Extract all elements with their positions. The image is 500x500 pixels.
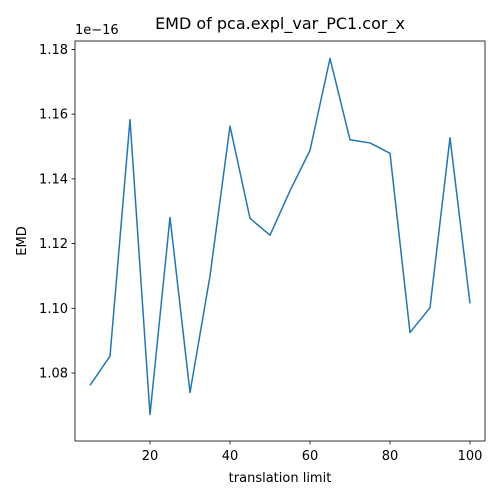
y-tick-label: 1.08 [39, 367, 68, 382]
x-tick-label: 100 [458, 449, 483, 464]
y-offset-label: 1e−16 [75, 23, 119, 38]
y-tick-label: 1.18 [39, 43, 68, 58]
x-tick-label: 20 [142, 449, 159, 464]
y-tick-label: 1.16 [39, 108, 68, 123]
plot-area: 20 40 60 80 100 1.08 1.10 1.12 1.14 1.16 1.18 [39, 40, 486, 464]
y-tick-label: 1.10 [39, 302, 68, 317]
series-line-0 [89, 57, 471, 416]
y-tick-label: 1.12 [39, 237, 68, 252]
y-axis-label: EMD [15, 226, 30, 255]
chart-title: EMD of pca.expl_var_PC1.cor_x [155, 14, 405, 34]
axes-frame [74, 40, 486, 442]
y-tick-label: 1.14 [39, 172, 68, 187]
x-tick-label: 60 [302, 449, 319, 464]
x-tick-label: 80 [382, 449, 399, 464]
x-tick-label: 40 [222, 449, 239, 464]
x-axis-label: translation limit [229, 471, 332, 486]
